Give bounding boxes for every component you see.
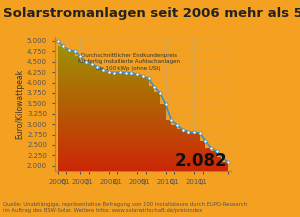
- Text: Durchschnittlicher Endkundenpreis
für fertig installierte Aufdachanlagen
bis 100: Durchschnittlicher Endkundenpreis für fe…: [78, 53, 180, 71]
- Y-axis label: Euro/Kilowattpeak: Euro/Kilowattpeak: [15, 69, 24, 139]
- Text: Solarstromanlagen seit 2006 mehr als 58 % billiger: Solarstromanlagen seit 2006 mehr als 58 …: [3, 7, 300, 20]
- Text: 2.082: 2.082: [174, 152, 227, 170]
- Text: Quelle: Unabhängige, repräsentative Befragung von 100 Installateure durch EUPD-R: Quelle: Unabhängige, repräsentative Befr…: [3, 202, 247, 213]
